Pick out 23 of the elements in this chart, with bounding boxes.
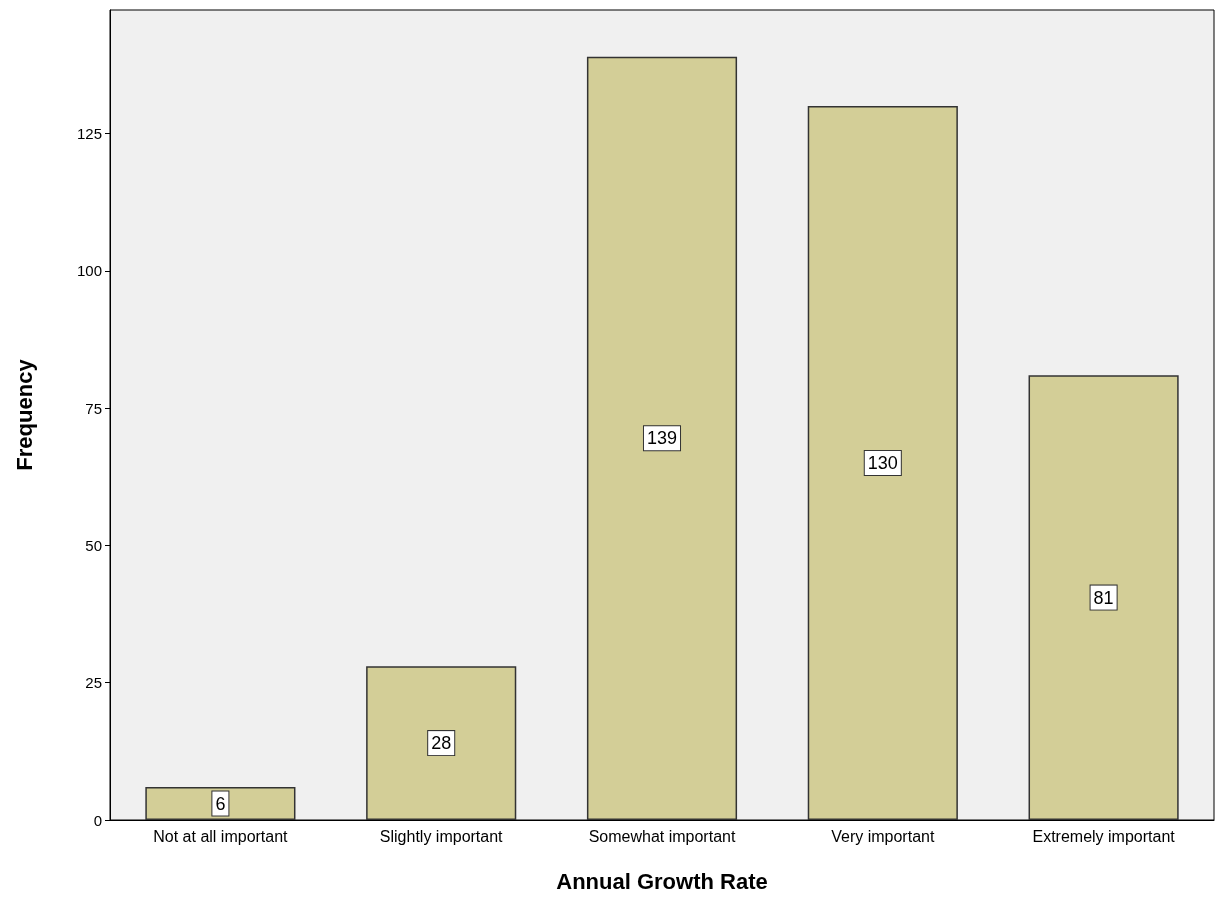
data-label: 28 — [431, 733, 452, 754]
data-label: 130 — [867, 453, 898, 474]
y-axis-title: Frequency — [11, 358, 37, 471]
bar — [366, 666, 517, 820]
data-label: 139 — [646, 428, 678, 449]
x-tick-label: Not at all important — [153, 827, 289, 845]
x-tick-label: Somewhat important — [588, 827, 736, 845]
bar — [145, 787, 296, 820]
bar — [586, 56, 738, 820]
data-label: 81 — [1093, 587, 1114, 608]
y-tick-label: 25 — [85, 674, 102, 692]
y-tick-label: 75 — [85, 399, 102, 417]
x-tick-label: Very important — [831, 827, 935, 845]
x-tick-label: Slightly important — [379, 827, 504, 845]
y-tick-label: 50 — [85, 536, 102, 554]
data-label: 6 — [215, 793, 226, 814]
x-tick-label: Extremely important — [1032, 827, 1176, 845]
y-tick-label: 0 — [93, 811, 102, 829]
bar — [807, 106, 958, 820]
y-tick-label: 100 — [76, 262, 102, 280]
bar — [1028, 375, 1179, 820]
y-tick-label: 125 — [76, 125, 102, 143]
x-axis-title: Annual Growth Rate — [556, 868, 768, 894]
